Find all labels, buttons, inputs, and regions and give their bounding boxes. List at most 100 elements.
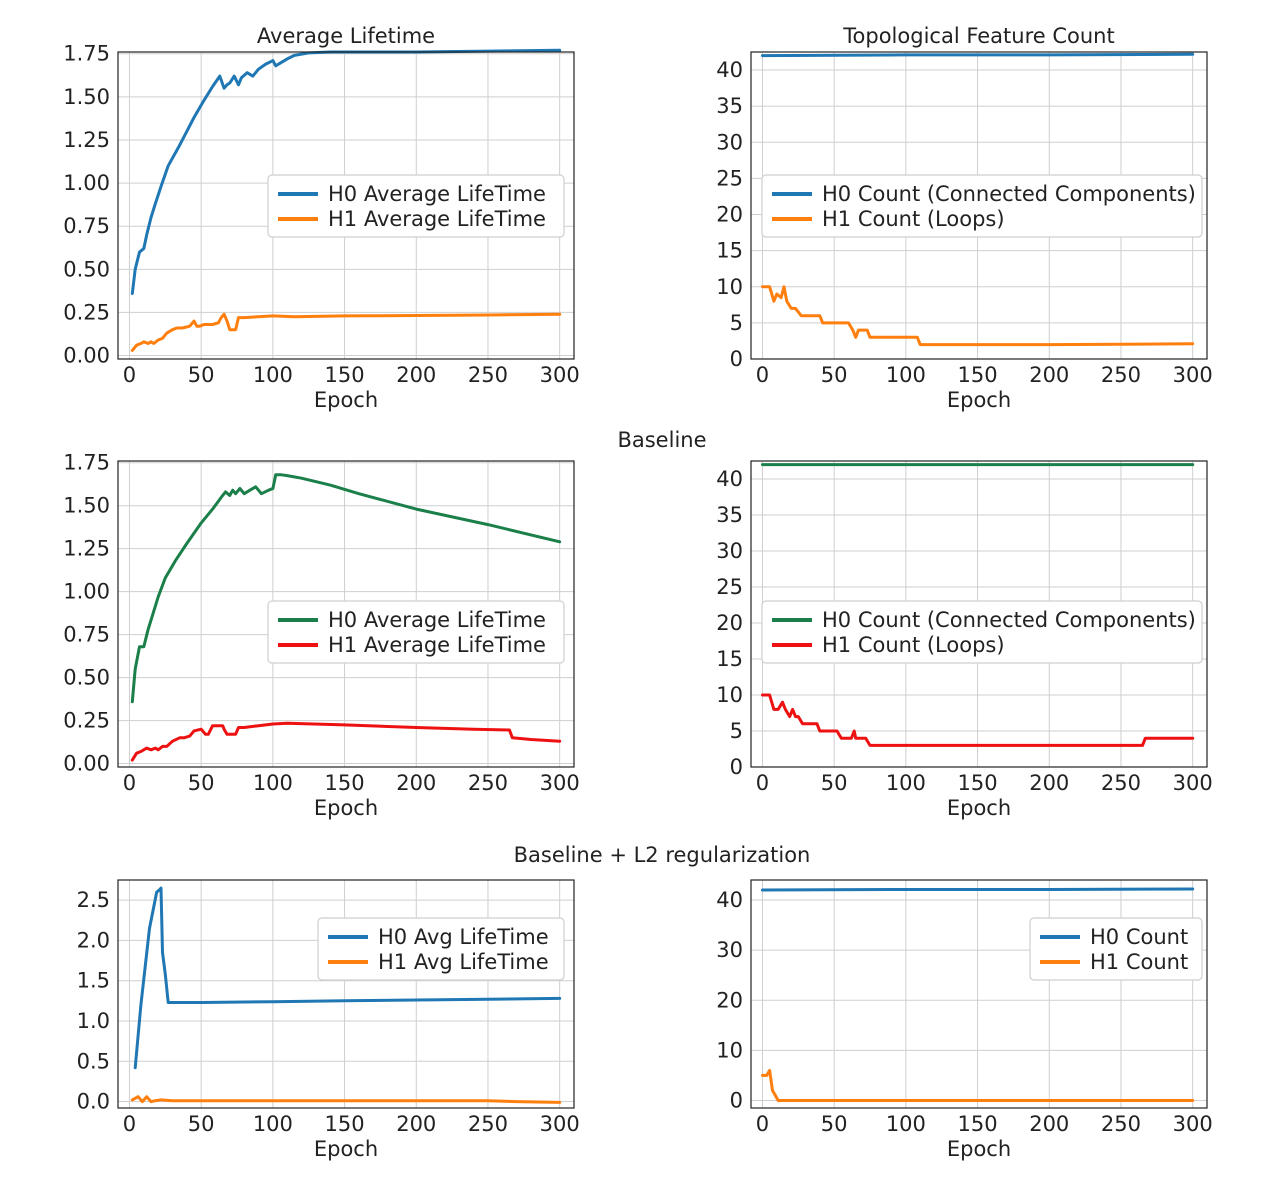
y-tick-label: 0.25: [63, 709, 110, 733]
x-axis-label: Epoch: [314, 1137, 378, 1161]
x-axis-label: Epoch: [947, 796, 1011, 820]
x-tick-label: 100: [253, 363, 293, 387]
x-tick-label: 300: [540, 771, 580, 795]
x-tick-label: 100: [886, 771, 926, 795]
x-tick-label: 200: [1029, 363, 1069, 387]
x-tick-label: 200: [396, 363, 436, 387]
y-tick-label: 1.50: [63, 494, 110, 518]
y-tick-label: 20: [716, 988, 743, 1012]
plot-frame: [117, 879, 575, 1109]
y-tick-label: 10: [716, 1038, 743, 1062]
series-line-1: [761, 285, 1195, 347]
chart-panel-avg_lifetime_1: 0 50 100 150 200 250 300 0.00 0.25 0.50 0.75 1.00 1.…: [63, 24, 579, 412]
legend-label: H1 Average LifeTime: [328, 207, 546, 231]
y-tick-label: 1.00: [63, 580, 110, 604]
legend-label: H1 Average LifeTime: [328, 633, 546, 657]
x-tick-label: 50: [188, 363, 215, 387]
series-line-0: [761, 52, 1195, 58]
x-tick-label: 100: [253, 771, 293, 795]
chart-panel-feature_count_1: 0 50 100 150 200 250 300 0 5 10 15 20 25 30 35 40 Epoch T…: [716, 24, 1212, 412]
y-tick-label: 20: [716, 611, 743, 635]
series-line-0: [130, 48, 562, 295]
series-line-0: [761, 887, 1195, 892]
y-tick-label: 35: [716, 503, 743, 527]
x-axis-label: Epoch: [314, 388, 378, 412]
y-tick-label: 0.5: [77, 1049, 110, 1073]
x-tick-label: 100: [886, 363, 926, 387]
x-tick-label: 0: [756, 363, 769, 387]
series-line-0: [133, 886, 562, 1070]
x-tick-label: 0: [756, 1112, 769, 1136]
x-tick-label: 50: [188, 1112, 215, 1136]
legend-label: H0 Count: [1090, 925, 1188, 949]
series-line-1: [761, 1068, 1195, 1102]
legend-box: [761, 174, 1203, 238]
legend-label: H0 Count (Connected Components): [822, 608, 1196, 632]
x-tick-label: 300: [540, 363, 580, 387]
x-tick-label: 200: [1029, 1112, 1069, 1136]
y-tick-label: 5: [730, 719, 743, 743]
legend-label: H1 Avg LifeTime: [378, 950, 549, 974]
y-tick-label: 25: [716, 575, 743, 599]
y-tick-label: 25: [716, 166, 743, 190]
x-tick-label: 250: [1101, 1112, 1141, 1136]
legend-box: [1029, 917, 1203, 981]
y-tick-label: 1.50: [63, 85, 110, 109]
y-tick-label: 0.75: [63, 623, 110, 647]
y-tick-label: 0: [730, 1088, 743, 1112]
legend-box: [267, 174, 565, 238]
y-tick-label: 1.25: [63, 128, 110, 152]
plot-frame: [750, 460, 1208, 768]
legend-label: H0 Avg LifeTime: [378, 925, 549, 949]
x-tick-label: 0: [123, 363, 136, 387]
legend: H0 Count (Connected Components)H1 Count …: [761, 600, 1203, 664]
legend-box: [267, 600, 565, 664]
y-tick-label: 0.75: [63, 214, 110, 238]
x-tick-label: 50: [821, 1112, 848, 1136]
x-tick-label: 150: [958, 771, 998, 795]
chart-title: Topological Feature Count: [842, 24, 1114, 48]
y-tick-label: 1.75: [63, 451, 110, 475]
plot-frame: [750, 879, 1208, 1109]
y-tick-label: 0.00: [63, 344, 110, 368]
y-tick-label: 1.00: [63, 171, 110, 195]
y-tick-label: 1.25: [63, 537, 110, 561]
y-tick-label: 10: [716, 683, 743, 707]
x-axis-label: Epoch: [947, 1137, 1011, 1161]
y-tick-label: 15: [716, 647, 743, 671]
x-tick-label: 100: [253, 1112, 293, 1136]
chart-panel-feature_count_3: 0 50 100 150 200 250 300 0 10 20 30 40 Epoch H0 Count…: [716, 879, 1213, 1161]
x-tick-label: 0: [756, 771, 769, 795]
y-tick-label: 30: [716, 539, 743, 563]
chart-panel-avg_lifetime_3: 0 50 100 150 200 250 300 0.0 0.5 1.0 1.5 2.0 2.5 Epoc…: [77, 879, 580, 1161]
section-title-baseline: Baseline: [617, 428, 706, 452]
x-tick-label: 250: [468, 771, 508, 795]
x-axis-label: Epoch: [314, 796, 378, 820]
x-tick-label: 150: [958, 1112, 998, 1136]
legend-box: [761, 600, 1203, 664]
x-tick-label: 300: [1173, 363, 1213, 387]
series-line-1: [130, 1095, 562, 1104]
y-tick-label: 1.0: [77, 1009, 110, 1033]
x-tick-label: 50: [821, 771, 848, 795]
legend-label: H0 Count (Connected Components): [822, 182, 1196, 206]
x-tick-label: 150: [325, 363, 365, 387]
legend-box: [317, 917, 565, 981]
legend-label: H0 Average LifeTime: [328, 608, 546, 632]
y-tick-label: 30: [716, 130, 743, 154]
legend-label: H0 Average LifeTime: [328, 182, 546, 206]
x-tick-label: 200: [396, 771, 436, 795]
x-tick-label: 0: [123, 771, 136, 795]
legend-label: H1 Count (Loops): [822, 207, 1005, 231]
y-tick-label: 0: [730, 347, 743, 371]
y-tick-label: 35: [716, 94, 743, 118]
series-line-1: [761, 693, 1195, 747]
y-tick-label: 15: [716, 239, 743, 263]
y-tick-label: 2.0: [77, 928, 110, 952]
chart-title: Average Lifetime: [257, 24, 435, 48]
chart-panel-avg_lifetime_2: 0 50 100 150 200 250 300 0.00 0.25 0.50 0.75 1.00 1.…: [63, 451, 579, 820]
x-tick-label: 150: [325, 1112, 365, 1136]
